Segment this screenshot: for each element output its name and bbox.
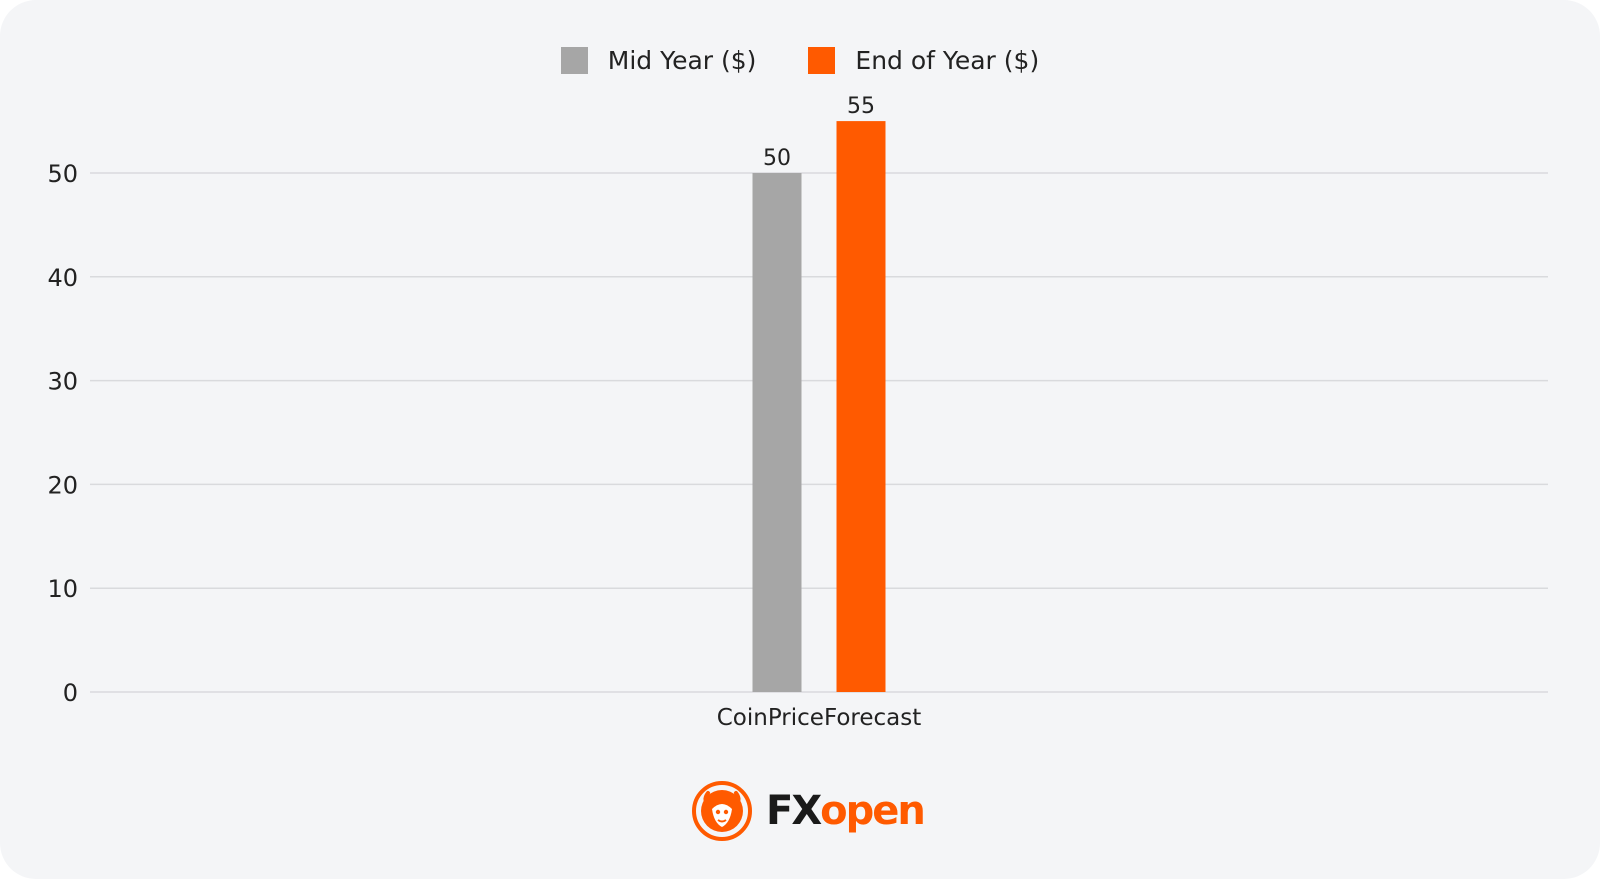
x-category-label: CoinPriceForecast bbox=[717, 705, 922, 731]
legend-item-mid-year: Mid Year ($) bbox=[560, 46, 757, 75]
legend-item-end-of-year: End of Year ($) bbox=[808, 46, 1039, 75]
bull-emblem-icon bbox=[692, 781, 752, 841]
data-label: 50 bbox=[763, 146, 791, 171]
logo-text-fx: FX bbox=[766, 788, 822, 834]
y-tick-label: 10 bbox=[47, 575, 78, 603]
legend-swatch-mid-year bbox=[560, 47, 588, 74]
bar bbox=[836, 121, 886, 693]
y-tick-label: 20 bbox=[47, 471, 78, 499]
logo-text-open: open bbox=[820, 788, 926, 834]
legend-label-end-of-year: End of Year ($) bbox=[855, 46, 1040, 75]
fxopen-logo: FXopen bbox=[690, 776, 930, 846]
bar-chart: 0 10 20 30 40 50 50 55 CoinPriceForecast bbox=[47, 94, 1548, 731]
legend-swatch-end-of-year bbox=[808, 47, 836, 74]
bar bbox=[752, 173, 802, 692]
chart-legend: Mid Year ($) End of Year ($) bbox=[0, 46, 1600, 75]
data-label: 55 bbox=[847, 94, 875, 119]
y-tick-label: 40 bbox=[47, 264, 78, 292]
y-tick-label: 50 bbox=[47, 160, 78, 188]
y-tick-label: 30 bbox=[47, 368, 78, 396]
y-tick-label: 0 bbox=[63, 679, 78, 707]
logo-wordmark: FXopen bbox=[766, 788, 926, 834]
legend-label-mid-year: Mid Year ($) bbox=[607, 46, 757, 75]
